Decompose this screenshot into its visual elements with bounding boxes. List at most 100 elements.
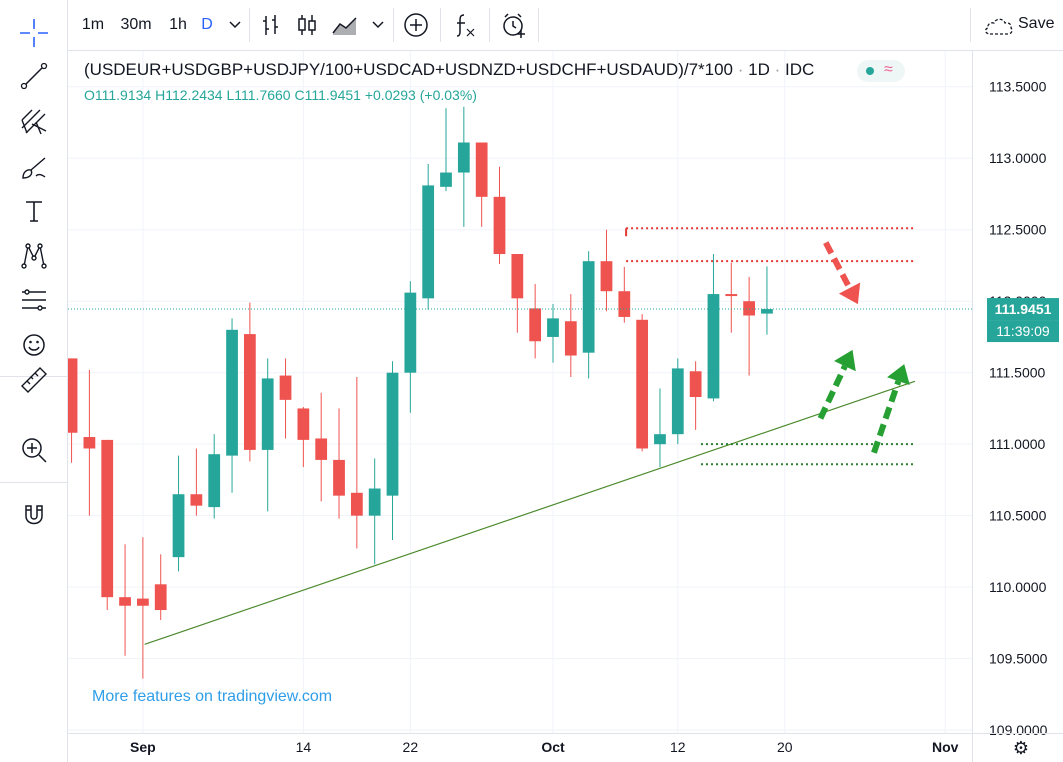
candle-down: [119, 544, 131, 656]
candle-body: [511, 254, 524, 299]
brush-icon[interactable]: [14, 150, 54, 186]
zoom-in-icon[interactable]: [14, 432, 54, 468]
time-tick-label: 14: [296, 739, 312, 755]
countdown-badge-bg: [987, 320, 1059, 343]
candle-body: [636, 319, 649, 449]
candle-body: [226, 329, 238, 456]
arrow-head: [887, 364, 910, 386]
candle-up: [761, 266, 773, 335]
interval-1m-button[interactable]: 1m: [81, 16, 105, 33]
toolbar-divider: [393, 8, 394, 42]
candle-body: [493, 196, 506, 255]
chart-legend-title[interactable]: (USDEUR+USDGBP+USDJPY/100+USDCAD+USDNZD+…: [84, 60, 815, 79]
candle-body: [671, 368, 684, 435]
candle-body: [564, 321, 577, 356]
cloud-icon: [984, 18, 1013, 35]
save-label: Save: [1018, 15, 1055, 32]
alert-clock-icon[interactable]: [497, 10, 531, 40]
candle-down: [689, 361, 702, 430]
candle-body: [119, 597, 131, 606]
price-tick-label: 113.0000: [989, 150, 1047, 166]
pitchfork-icon[interactable]: [14, 104, 54, 140]
candle-down: [350, 376, 363, 549]
crosshair-icon[interactable]: [14, 15, 54, 51]
candle-down: [83, 369, 96, 516]
settings-gear-icon[interactable]: ⚙: [1013, 738, 1029, 758]
close-label: C: [294, 87, 305, 103]
chevron-down-icon[interactable]: [367, 10, 389, 40]
last-price-badge: 111.9451 11:39:09: [987, 298, 1059, 343]
high-value: 112.2434: [165, 87, 223, 103]
candle-up: [172, 455, 185, 572]
candle-up: [582, 251, 595, 379]
candle-body: [368, 488, 381, 516]
arrow-up-icon: [817, 349, 856, 420]
candle-up: [654, 388, 666, 468]
candle-down: [333, 408, 345, 519]
candle-body: [761, 309, 773, 314]
candles-icon[interactable]: [292, 10, 322, 40]
price-tick-label: 111.0000: [989, 436, 1046, 452]
open-label: O: [84, 87, 95, 103]
interval-1h-button[interactable]: 1h: [169, 16, 187, 33]
time-axis: Sep 14 22 Oct 12 20 Nov ⚙: [68, 733, 1063, 758]
candle-body: [654, 434, 666, 445]
drawing-toolbar: [0, 0, 68, 762]
chevron-down-icon[interactable]: [224, 10, 246, 40]
time-tick-label: Oct: [541, 739, 565, 755]
market-open-dot-icon: [866, 67, 874, 75]
candle-up: [547, 304, 559, 363]
magnet-icon[interactable]: [14, 496, 54, 532]
candle-body: [529, 308, 542, 342]
legend-interval: 1D: [748, 60, 770, 79]
bar-style-icon[interactable]: [256, 10, 286, 40]
toolbar-divider: [538, 8, 539, 42]
candle-body: [350, 492, 363, 516]
emoji-icon[interactable]: [14, 327, 54, 363]
fib-icon[interactable]: [14, 282, 54, 318]
indicators-icon[interactable]: [448, 10, 482, 40]
price-badge-bg: [987, 298, 1059, 321]
change-value: +0.0293 (+0.03%): [364, 87, 477, 103]
candle-body: [618, 291, 631, 317]
trendline-icon[interactable]: [14, 58, 54, 94]
candle-down: [743, 276, 756, 376]
candle-body: [725, 294, 738, 297]
toolbar-divider: [249, 8, 250, 42]
price-tick-label: 112.5000: [989, 222, 1047, 238]
ruler-icon[interactable]: [14, 362, 54, 398]
candle-down: [154, 554, 167, 621]
time-tick-label: 20: [777, 739, 793, 755]
price-chart[interactable]: 113.5000113.0000112.5000112.0000111.5000…: [68, 51, 1063, 762]
arrow-shaft: [871, 380, 902, 454]
data-delay-icon: ≈: [884, 61, 893, 78]
candle-body: [243, 334, 256, 450]
close-value: 111.9451: [304, 87, 361, 103]
tradingview-promo-link[interactable]: More features on tradingview.com: [92, 688, 333, 705]
candle-down: [600, 229, 613, 312]
time-tick-label: Nov: [932, 739, 959, 755]
ohlc-values: O111.9134 H112.2434 L111.7660 C111.9451 …: [84, 87, 477, 103]
price-tick-label: 110.5000: [989, 508, 1047, 524]
arrow-shaft: [817, 364, 848, 420]
price-tick-label: 109.0000: [989, 722, 1048, 738]
candle-body: [386, 372, 399, 496]
interval-d-button[interactable]: D: [201, 16, 213, 33]
symbol-expression[interactable]: (USDEUR+USDGBP+USDJPY/100+USDCAD+USDNZD+…: [84, 60, 734, 79]
chart-plot-area: [68, 106, 972, 679]
text-icon[interactable]: [14, 193, 54, 229]
candle-body: [689, 371, 702, 398]
interval-30m-button[interactable]: 30m: [120, 16, 152, 33]
candle-body: [154, 584, 167, 611]
candle-down: [190, 448, 203, 516]
candle-body: [707, 294, 720, 399]
save-button[interactable]: Save: [970, 8, 1063, 42]
area-chart-icon[interactable]: [328, 10, 362, 40]
market-status-badge[interactable]: ≈: [857, 60, 905, 82]
candle-up: [671, 358, 684, 445]
candle-up: [422, 163, 435, 310]
pattern-icon[interactable]: [14, 238, 54, 274]
candle-down: [493, 166, 506, 265]
arrow-up-icon: [871, 364, 910, 454]
add-compare-icon[interactable]: [400, 10, 432, 40]
